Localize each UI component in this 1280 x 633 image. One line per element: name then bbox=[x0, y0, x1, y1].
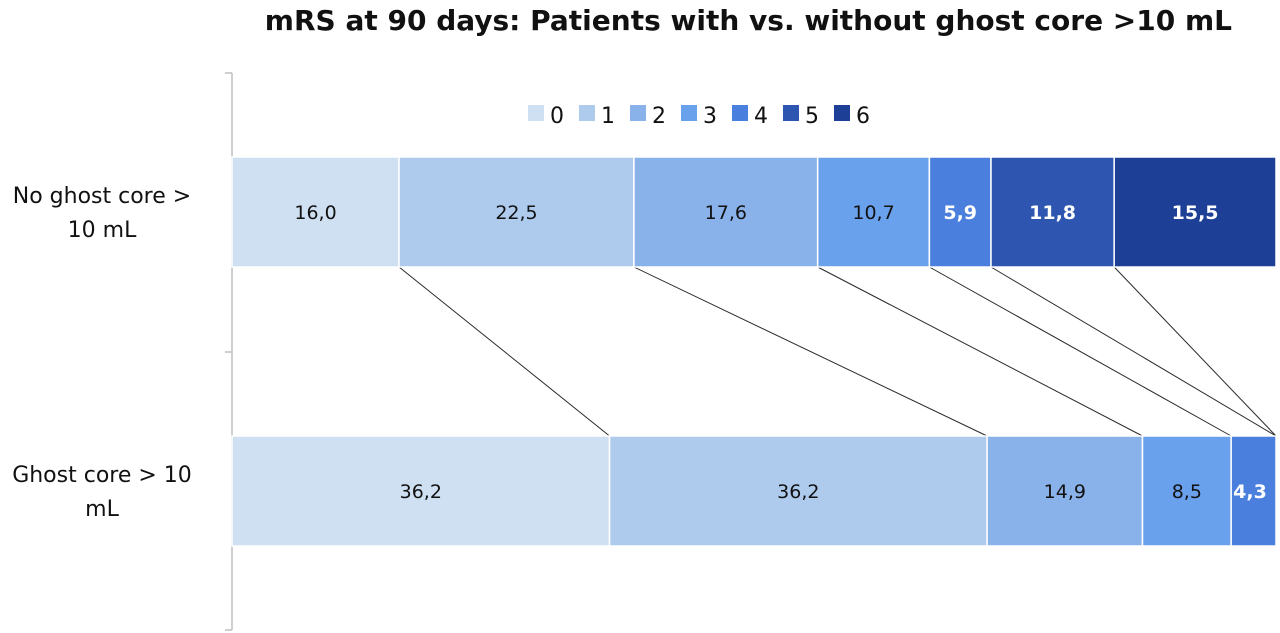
legend-swatch-mrs-6 bbox=[834, 105, 850, 121]
data-label-1-mrs-3: 10,7 bbox=[852, 202, 894, 224]
legend-label-mrs-4: 4 bbox=[754, 104, 768, 129]
bar-segment-1-mrs-5 bbox=[990, 156, 1115, 268]
legend-label-mrs-5: 5 bbox=[805, 104, 819, 129]
legend-label-mrs-3: 3 bbox=[703, 104, 717, 129]
category-label-2-line-2: mL bbox=[85, 497, 119, 522]
data-label-2-mrs-1: 36,2 bbox=[777, 481, 819, 503]
legend-swatch-mrs-2 bbox=[630, 105, 646, 121]
data-label-2-mrs-0: 36,2 bbox=[400, 481, 442, 503]
legend-swatch-mrs-1 bbox=[579, 105, 595, 121]
data-label-1-mrs-6: 15,5 bbox=[1172, 202, 1219, 224]
bar-segment-1-mrs-6 bbox=[1113, 156, 1277, 268]
series-line-5 bbox=[1113, 266, 1277, 437]
bar-segment-2-mrs-3 bbox=[1141, 435, 1232, 547]
series-line-4 bbox=[990, 266, 1277, 437]
series-line-1 bbox=[633, 266, 988, 437]
legend-label-mrs-0: 0 bbox=[550, 104, 564, 129]
data-label-1-mrs-1: 22,5 bbox=[495, 202, 537, 224]
bar-segment-2-mrs-4 bbox=[1230, 435, 1277, 547]
data-label-1-mrs-4: 5,9 bbox=[943, 202, 977, 224]
bar-segment-1-mrs-2 bbox=[633, 156, 819, 268]
series-line-3 bbox=[929, 266, 1232, 437]
legend-swatch-mrs-3 bbox=[681, 105, 697, 121]
bar-segment-1-mrs-0 bbox=[231, 156, 400, 268]
legend-swatch-mrs-0 bbox=[528, 105, 544, 121]
data-label-1-mrs-2: 17,6 bbox=[705, 202, 747, 224]
bar-segment-2-mrs-1 bbox=[608, 435, 988, 547]
legend-label-mrs-6: 6 bbox=[856, 104, 870, 129]
category-label-1-line-1: No ghost core > bbox=[13, 184, 191, 209]
data-label-2-mrs-3: 8,5 bbox=[1172, 481, 1202, 503]
legend-swatch-mrs-4 bbox=[732, 105, 748, 121]
bar-segment-1-mrs-3 bbox=[816, 156, 931, 268]
data-label-2-mrs-2: 14,9 bbox=[1044, 481, 1086, 503]
bar-segment-1-mrs-4 bbox=[928, 156, 992, 268]
category-label-2-line-1: Ghost core > 10 bbox=[12, 463, 192, 488]
bar-segment-1-mrs-1 bbox=[398, 156, 635, 268]
bar-segment-2-mrs-0 bbox=[231, 435, 611, 547]
data-label-2-mrs-4: 4,3 bbox=[1233, 481, 1267, 503]
chart-title: mRS at 90 days: Patients with vs. withou… bbox=[264, 4, 1232, 37]
data-label-1-mrs-5: 11,8 bbox=[1029, 202, 1076, 224]
legend-swatch-mrs-5 bbox=[783, 105, 799, 121]
data-label-1-mrs-0: 16,0 bbox=[294, 202, 336, 224]
legend-label-mrs-2: 2 bbox=[652, 104, 666, 129]
series-line-2 bbox=[817, 266, 1143, 437]
series-line-0 bbox=[398, 266, 610, 437]
legend-label-mrs-1: 1 bbox=[601, 104, 615, 129]
category-label-1-line-2: 10 mL bbox=[68, 218, 137, 243]
